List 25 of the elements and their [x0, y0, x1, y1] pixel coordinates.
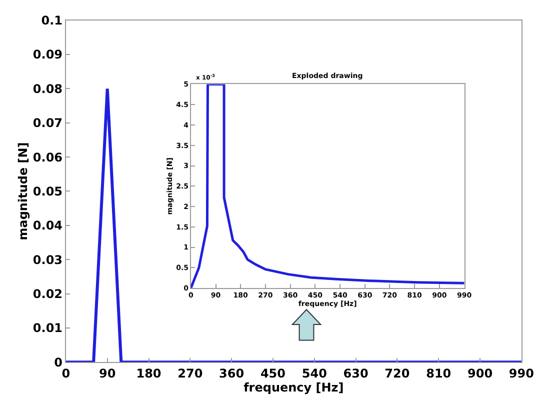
- x-tick-label: 720: [384, 366, 410, 381]
- y-tick-label: 0.07: [32, 116, 63, 130]
- y-axis-title: magnitude [N]: [16, 142, 30, 240]
- x-tick-label: 810: [426, 366, 452, 381]
- y-tick-label: 0.05: [32, 184, 63, 198]
- y-tick-label: 0.01: [32, 321, 63, 336]
- x-tick-label: 360: [219, 366, 244, 381]
- x-axis-title: frequency [Hz]: [244, 380, 344, 395]
- x-tick-label: 90: [99, 366, 116, 381]
- y-tick-label: 0.08: [32, 82, 63, 96]
- y-tick-label: 0.09: [32, 48, 63, 62]
- x-tick-label: 270: [178, 366, 203, 381]
- x-tick-label: 900: [468, 366, 493, 381]
- y-tick-label: 0: [54, 355, 63, 370]
- x-tick-label: 180: [136, 366, 162, 381]
- y-tick-label: 0.06: [32, 150, 63, 164]
- y-tick-label: 0.03: [32, 252, 63, 267]
- x-tick-label: 630: [343, 366, 368, 381]
- y-tick-label: 0.02: [32, 286, 63, 301]
- y-tick-label: 0.04: [32, 218, 63, 233]
- y-tick-label: 0.1: [41, 14, 63, 28]
- x-tick-label: 450: [260, 366, 286, 381]
- x-tick-label: 540: [302, 366, 327, 381]
- x-tick-label: 990: [508, 366, 534, 381]
- line-series: [190, 84, 464, 288]
